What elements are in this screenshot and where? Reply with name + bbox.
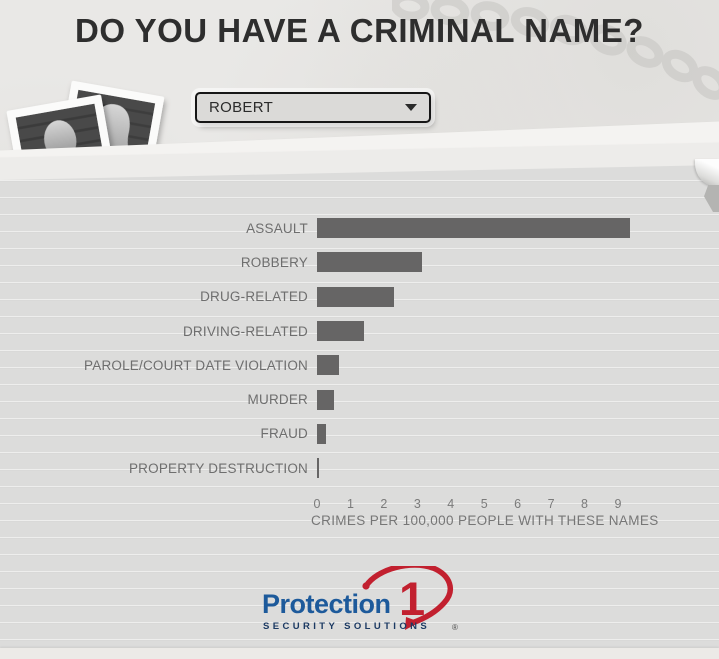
bar-label: PROPERTY DESTRUCTION [128,460,308,476]
bar-label: DRUG-RELATED [200,289,308,305]
bar [317,286,394,307]
protection1-logo: 1 Protection SECURITY SOLUTIONS ® [262,566,458,632]
bar [317,458,319,479]
bar-row: FRAUD [0,417,719,451]
x-tick-label: 1 [346,497,354,511]
x-axis-ticks: 0 1 2 3 4 5 6 7 8 9 [313,497,647,513]
bar-row: ROBBERY [0,245,719,279]
bar-row: DRIVING-RELATED [0,314,719,348]
bar [317,423,327,444]
bar-row: PAROLE/COURT DATE VIOLATION [0,348,719,382]
name-select-dropdown[interactable]: ROBERT [195,92,431,123]
x-tick-label: 0 [313,497,321,511]
bar-label: ASSAULT [246,220,308,236]
bar-label: FRAUD [260,426,308,442]
bar-row: MURDER [0,382,719,416]
x-tick-label: 8 [581,497,588,511]
logo-swoosh [363,566,454,626]
bar [317,252,423,273]
bar-label: PAROLE/COURT DATE VIOLATION [84,357,308,373]
x-tick-label: 3 [413,497,421,511]
logo-tagline: SECURITY SOLUTIONS [263,621,430,632]
logo-numeral: 1 [399,572,425,625]
x-tick-label: 6 [514,497,522,511]
bar-row: ASSAULT [0,211,719,245]
x-axis-label: CRIMES PER 100,000 PEOPLE WITH THESE NAM… [311,513,659,528]
bar-row: DRUG-RELATED [0,280,719,314]
bottom-strip [0,648,719,659]
bar-label: MURDER [247,392,308,408]
bar-chart: ASSAULT ROBBERY DRUG-RELATED DRIVING-RELATE… [0,211,719,485]
x-tick-label: 5 [480,497,488,511]
x-tick-label: 7 [547,497,555,511]
bar [317,321,364,342]
dropdown-selected-value: ROBERT [209,99,274,116]
bar-label: ROBBERY [240,254,308,270]
x-tick-label: 9 [614,497,622,511]
bar-row: PROPERTY DESTRUCTION [0,451,719,485]
bar [317,355,339,376]
bar-label: DRIVING-RELATED [182,323,308,339]
registered-mark: ® [452,623,458,632]
bar [317,218,630,239]
bar [317,389,334,410]
x-tick-label: 2 [380,497,388,511]
logo-brand: Protection [262,589,391,619]
chevron-down-icon [405,104,417,111]
chain-icon [392,0,719,100]
page-title: DO YOU HAVE A CRIMINAL NAME? [75,12,644,49]
chart-area [0,165,719,659]
x-tick-label: 4 [447,497,455,511]
